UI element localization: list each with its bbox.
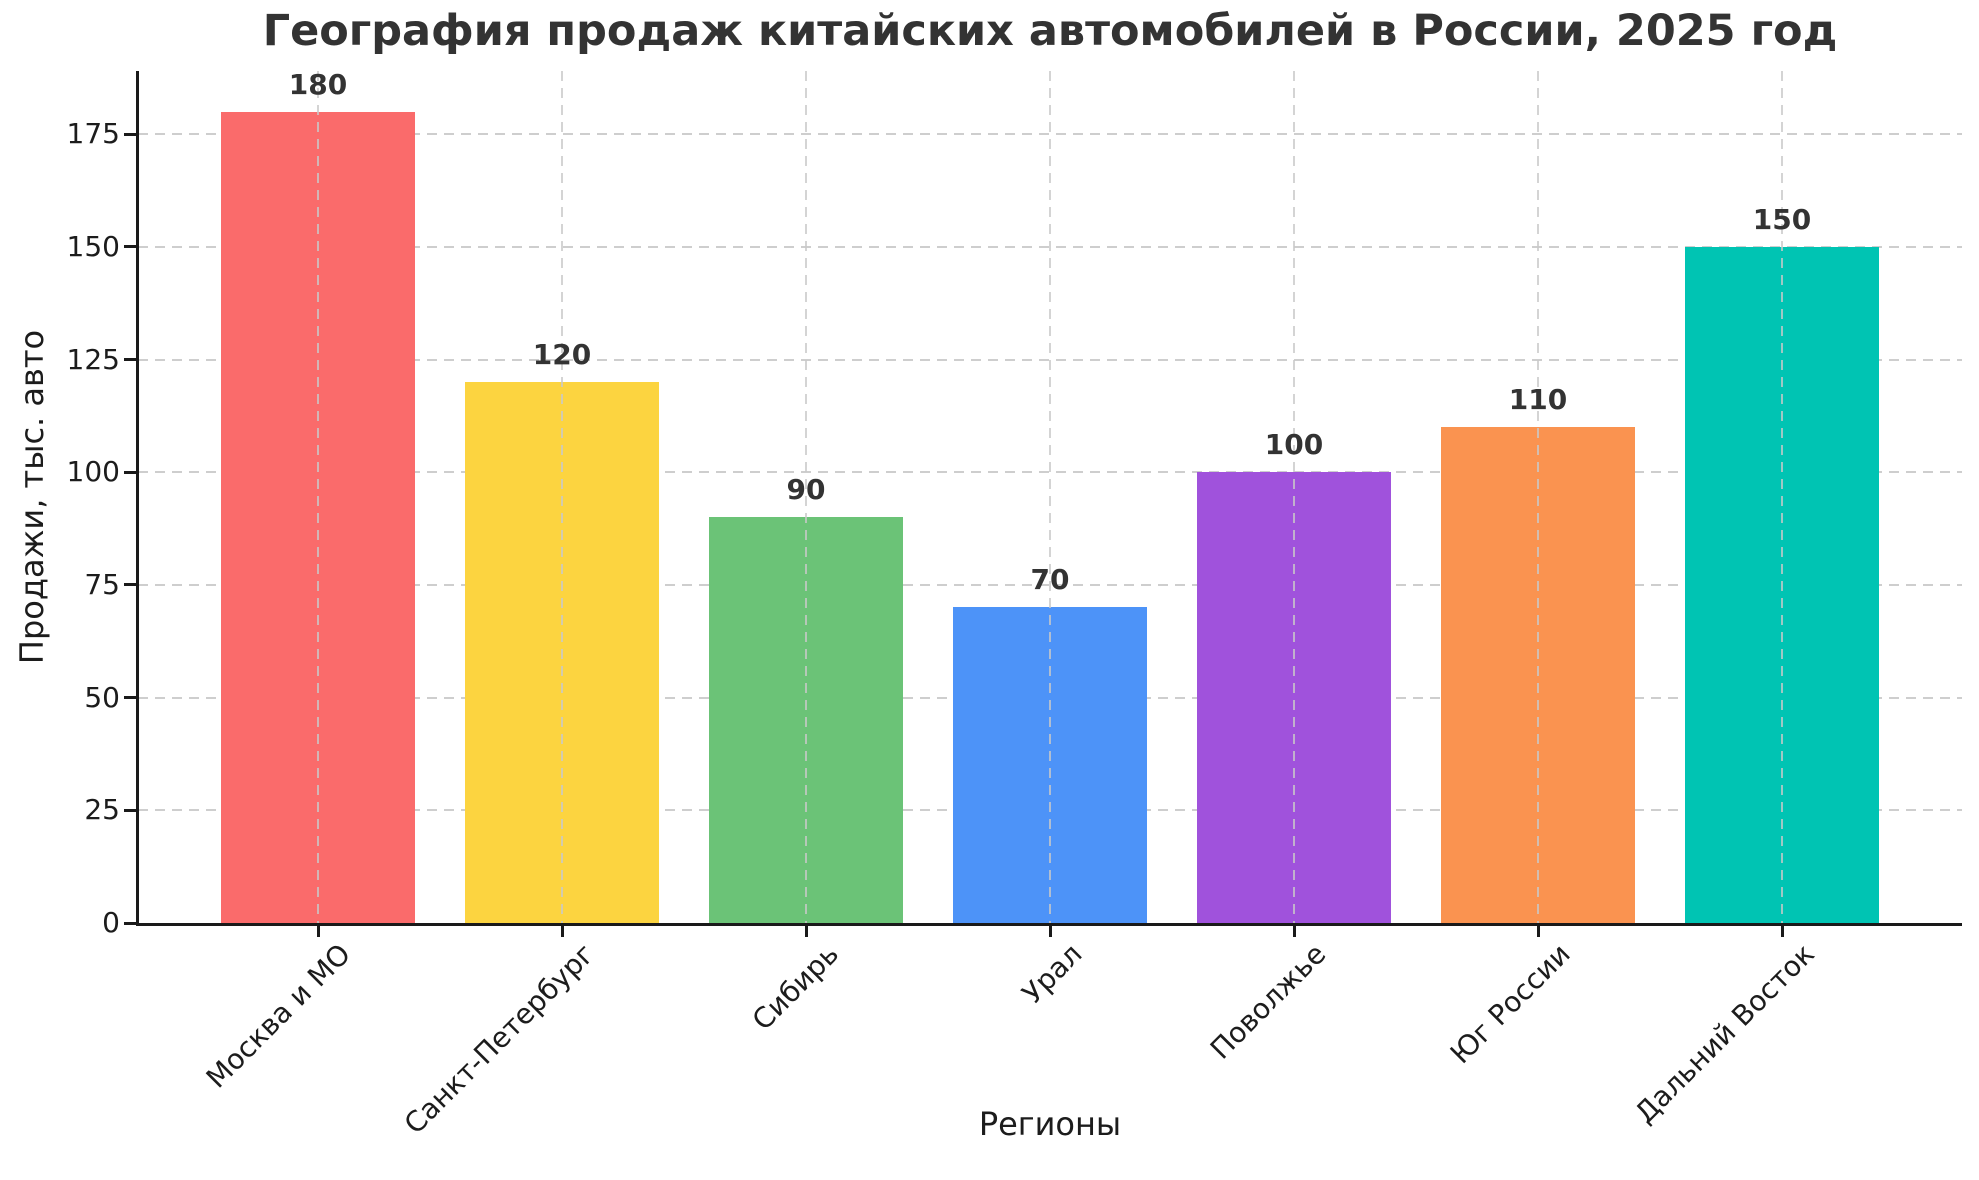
x-tick: [316, 926, 320, 937]
x-tick: [1048, 926, 1052, 937]
y-tick-label: 125: [66, 342, 120, 376]
gridline-x: [805, 71, 807, 923]
bar-value-label: 70: [1030, 563, 1070, 597]
bar-value-label: 120: [532, 338, 592, 372]
x-tick-label: Дальний Восток: [1628, 937, 1821, 1130]
y-tick-label: 150: [66, 229, 120, 263]
x-tick: [560, 926, 564, 937]
x-tick-label: Москва и МО: [199, 937, 357, 1095]
x-tick-label: Урал: [1015, 937, 1089, 1011]
y-tick: [124, 470, 136, 474]
x-tick-label: Поволжье: [1204, 937, 1333, 1066]
gridline-x: [1293, 71, 1295, 923]
y-axis-spine: [136, 71, 139, 926]
gridline-x: [1781, 71, 1783, 923]
y-axis-label: Продажи, тыс. авто: [13, 329, 51, 665]
x-axis-label: Регионы: [978, 1105, 1122, 1143]
x-axis-spine: [136, 923, 1962, 926]
y-tick: [124, 921, 136, 925]
y-tick: [124, 696, 136, 700]
bar-value-label: 100: [1264, 428, 1324, 462]
y-tick-label: 175: [66, 117, 120, 151]
y-tick-label: 75: [84, 567, 120, 601]
gridline-x: [1537, 71, 1539, 923]
bar-value-label: 150: [1752, 202, 1812, 236]
x-tick: [804, 926, 808, 937]
x-tick: [1536, 926, 1540, 937]
y-tick: [124, 132, 136, 136]
gridline-x: [1049, 71, 1051, 923]
y-tick: [124, 583, 136, 587]
gridline-x: [561, 71, 563, 923]
y-tick-label: 25: [84, 793, 120, 827]
y-tick: [124, 358, 136, 361]
bar-value-label: 90: [786, 473, 826, 507]
x-tick-label: Сибирь: [745, 937, 845, 1037]
bar-value-label: 180: [288, 67, 348, 101]
gridline-x: [317, 71, 319, 923]
y-tick-label: 50: [84, 680, 120, 714]
x-tick: [1780, 926, 1784, 937]
bar-value-label: 110: [1508, 383, 1568, 417]
y-tick: [124, 808, 136, 812]
x-tick: [1292, 926, 1296, 937]
y-tick: [124, 245, 136, 249]
chart-title: География продаж китайских автомобилей в…: [262, 6, 1838, 56]
x-tick-label: Юг России: [1443, 937, 1577, 1071]
y-tick-label: 0: [102, 906, 120, 939]
y-tick-label: 100: [66, 455, 120, 489]
